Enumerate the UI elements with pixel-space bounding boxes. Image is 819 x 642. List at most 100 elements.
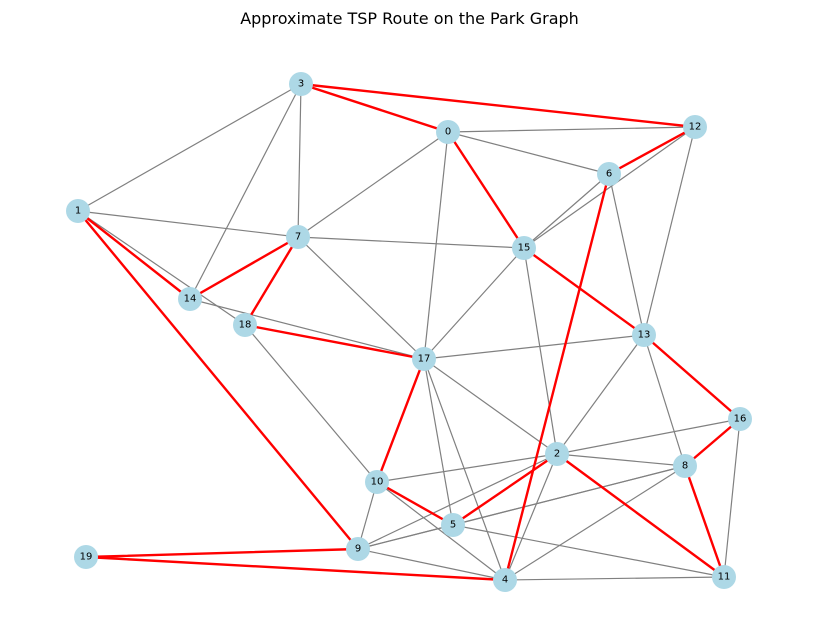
route-edge-9-1 [76,209,360,551]
node-circle [493,568,517,592]
route-edge-8-16 [683,417,742,468]
node-label: 12 [689,122,702,133]
route-edge-11-8 [683,464,726,579]
node-label: 6 [606,169,612,180]
edge-0-12 [447,126,696,133]
node-19: 19 [74,545,98,569]
route-edge-12-6 [607,125,697,176]
node-label: 4 [502,575,508,586]
route-edge-15-0 [446,130,526,250]
edge-16-11 [723,418,741,578]
edge-13-17 [423,334,645,360]
node-label: 0 [445,127,451,138]
edge-6-13 [608,173,645,336]
edge-4-11 [504,576,725,581]
node-7: 7 [286,225,310,249]
node-label: 16 [734,414,747,425]
node-label: 2 [554,449,560,460]
node-5: 5 [441,513,465,537]
edge-17-2 [423,358,558,455]
edge-13-2 [556,334,645,455]
node-label: 5 [450,520,456,531]
node-label: 3 [298,79,304,90]
node-circle [66,199,90,223]
node-label: 11 [718,572,731,583]
route-edge-10-5 [375,480,455,527]
node-circle [441,513,465,537]
node-label: 19 [80,552,93,563]
edge-3-14 [189,83,302,300]
edge-12-13 [643,126,696,336]
node-6: 6 [597,162,621,186]
node-label: 10 [371,477,384,488]
node-9: 9 [346,537,370,561]
node-circle [597,162,621,186]
node-label: 17 [418,354,431,365]
edge-2-8 [556,453,686,467]
edge-9-4 [357,548,506,581]
route-edge-13-15 [522,246,646,337]
node-circle [74,545,98,569]
edge-13-8 [643,334,686,467]
node-circle [365,470,389,494]
node-4: 4 [493,568,517,592]
node-label: 15 [518,243,531,254]
node-label: 13 [638,330,651,341]
node-11: 11 [712,565,736,589]
node-label: 7 [295,232,301,243]
route-layer [76,82,742,582]
node-label: 8 [682,461,688,472]
edge-1-7 [77,210,299,238]
node-8: 8 [673,454,697,478]
node-circle [286,225,310,249]
node-3: 3 [289,72,313,96]
node-circle [545,442,569,466]
node-12: 12 [683,115,707,139]
route-edge-3-12 [299,82,697,129]
node-2: 2 [545,442,569,466]
route-edge-7-18 [243,235,300,327]
node-label: 14 [184,294,197,305]
node-10: 10 [365,470,389,494]
edge-16-2 [556,418,741,455]
edge-8-4 [504,465,686,581]
edge-7-15 [297,236,525,249]
route-edge-16-13 [642,333,742,421]
edge-12-15 [523,126,696,249]
node-15: 15 [512,236,536,260]
route-edge-5-2 [451,452,559,527]
edge-15-2 [523,247,558,455]
route-edge-0-3 [299,82,450,134]
edge-17-4 [423,358,506,581]
node-circle [289,72,313,96]
node-label: 9 [355,544,361,555]
node-18: 18 [233,313,257,337]
edge-7-17 [297,236,425,360]
edge-2-4 [504,453,558,581]
route-edge-17-10 [375,357,426,484]
edge-layer [77,83,741,581]
node-circle [712,565,736,589]
node-circle [436,120,460,144]
edge-10-4 [376,481,506,581]
edge-0-7 [297,131,449,238]
node-14: 14 [178,287,202,311]
edge-2-10 [376,453,558,483]
edge-17-5 [423,358,454,526]
chart-title: Approximate TSP Route on the Park Graph [240,9,579,28]
node-0: 0 [436,120,460,144]
edge-2-9 [357,453,558,550]
route-edge-2-11 [555,452,726,579]
node-circle [632,323,656,347]
edge-18-10 [244,324,378,483]
edge-5-11 [452,524,725,578]
route-edge-18-17 [243,323,426,361]
edge-3-7 [297,83,302,238]
route-edge-14-7 [188,235,300,301]
route-edge-19-9 [84,547,360,559]
node-13: 13 [632,323,656,347]
edge-0-17 [423,131,449,360]
edge-0-6 [447,131,610,175]
